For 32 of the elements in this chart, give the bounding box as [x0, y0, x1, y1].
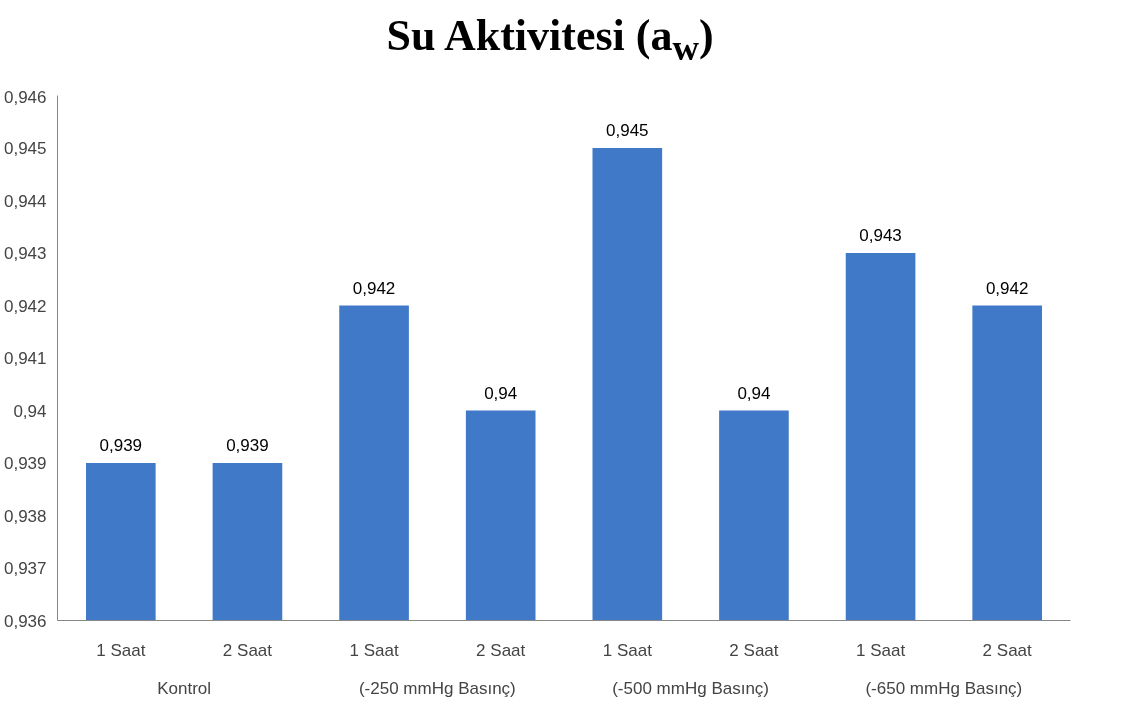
y-tick-label: 0,942 — [3, 296, 47, 316]
y-tick-label: 0,936 — [3, 611, 47, 631]
text: (-500 mmHg Basınç) — [612, 678, 770, 698]
x-tick-label: 1 Saat — [96, 640, 146, 660]
y-tick-label: 0,946 — [3, 87, 47, 107]
y-tick-label: 0,938 — [3, 506, 47, 526]
y-tick-label: 0,94 — [13, 401, 47, 421]
text: Kontrol — [157, 678, 212, 698]
data-label: 0,942 — [985, 278, 1029, 298]
y-tick-label: 0,943 — [3, 244, 47, 263]
y-tick-label: 0,944 — [3, 191, 47, 211]
text: (-650 mmHg Basınç) — [865, 678, 1023, 698]
x-tick-label: 2 Saat — [476, 640, 526, 660]
data-label: 0,94 — [484, 383, 518, 403]
data-label: 0,939 — [226, 436, 269, 455]
y-tick-label: 0,939 — [3, 454, 47, 473]
y-tick-label: 0,937 — [3, 559, 47, 578]
x-tick-label: 2 Saat — [729, 640, 779, 660]
x-tick-label: 2 Saat — [222, 640, 273, 660]
data-label: 0,942 — [352, 278, 396, 298]
data-label: 0,939 — [99, 436, 143, 455]
data-label: 0,94 — [737, 383, 771, 403]
data-label: 0,945 — [606, 121, 649, 140]
x-tick-label: 1 Saat — [855, 640, 906, 660]
text: (-250 mmHg Basınç) — [358, 678, 516, 698]
x-tick-label: 1 Saat — [349, 640, 399, 660]
x-tick-label: 1 Saat — [602, 640, 653, 660]
y-tick-label: 0,941 — [3, 349, 47, 368]
x-tick-label: 2 Saat — [982, 640, 1033, 660]
y-tick-label: 0,945 — [3, 139, 47, 158]
data-label: 0,943 — [859, 226, 902, 245]
chart-title: Su Aktivitesi (a$_{w}$) — [385, 10, 715, 70]
